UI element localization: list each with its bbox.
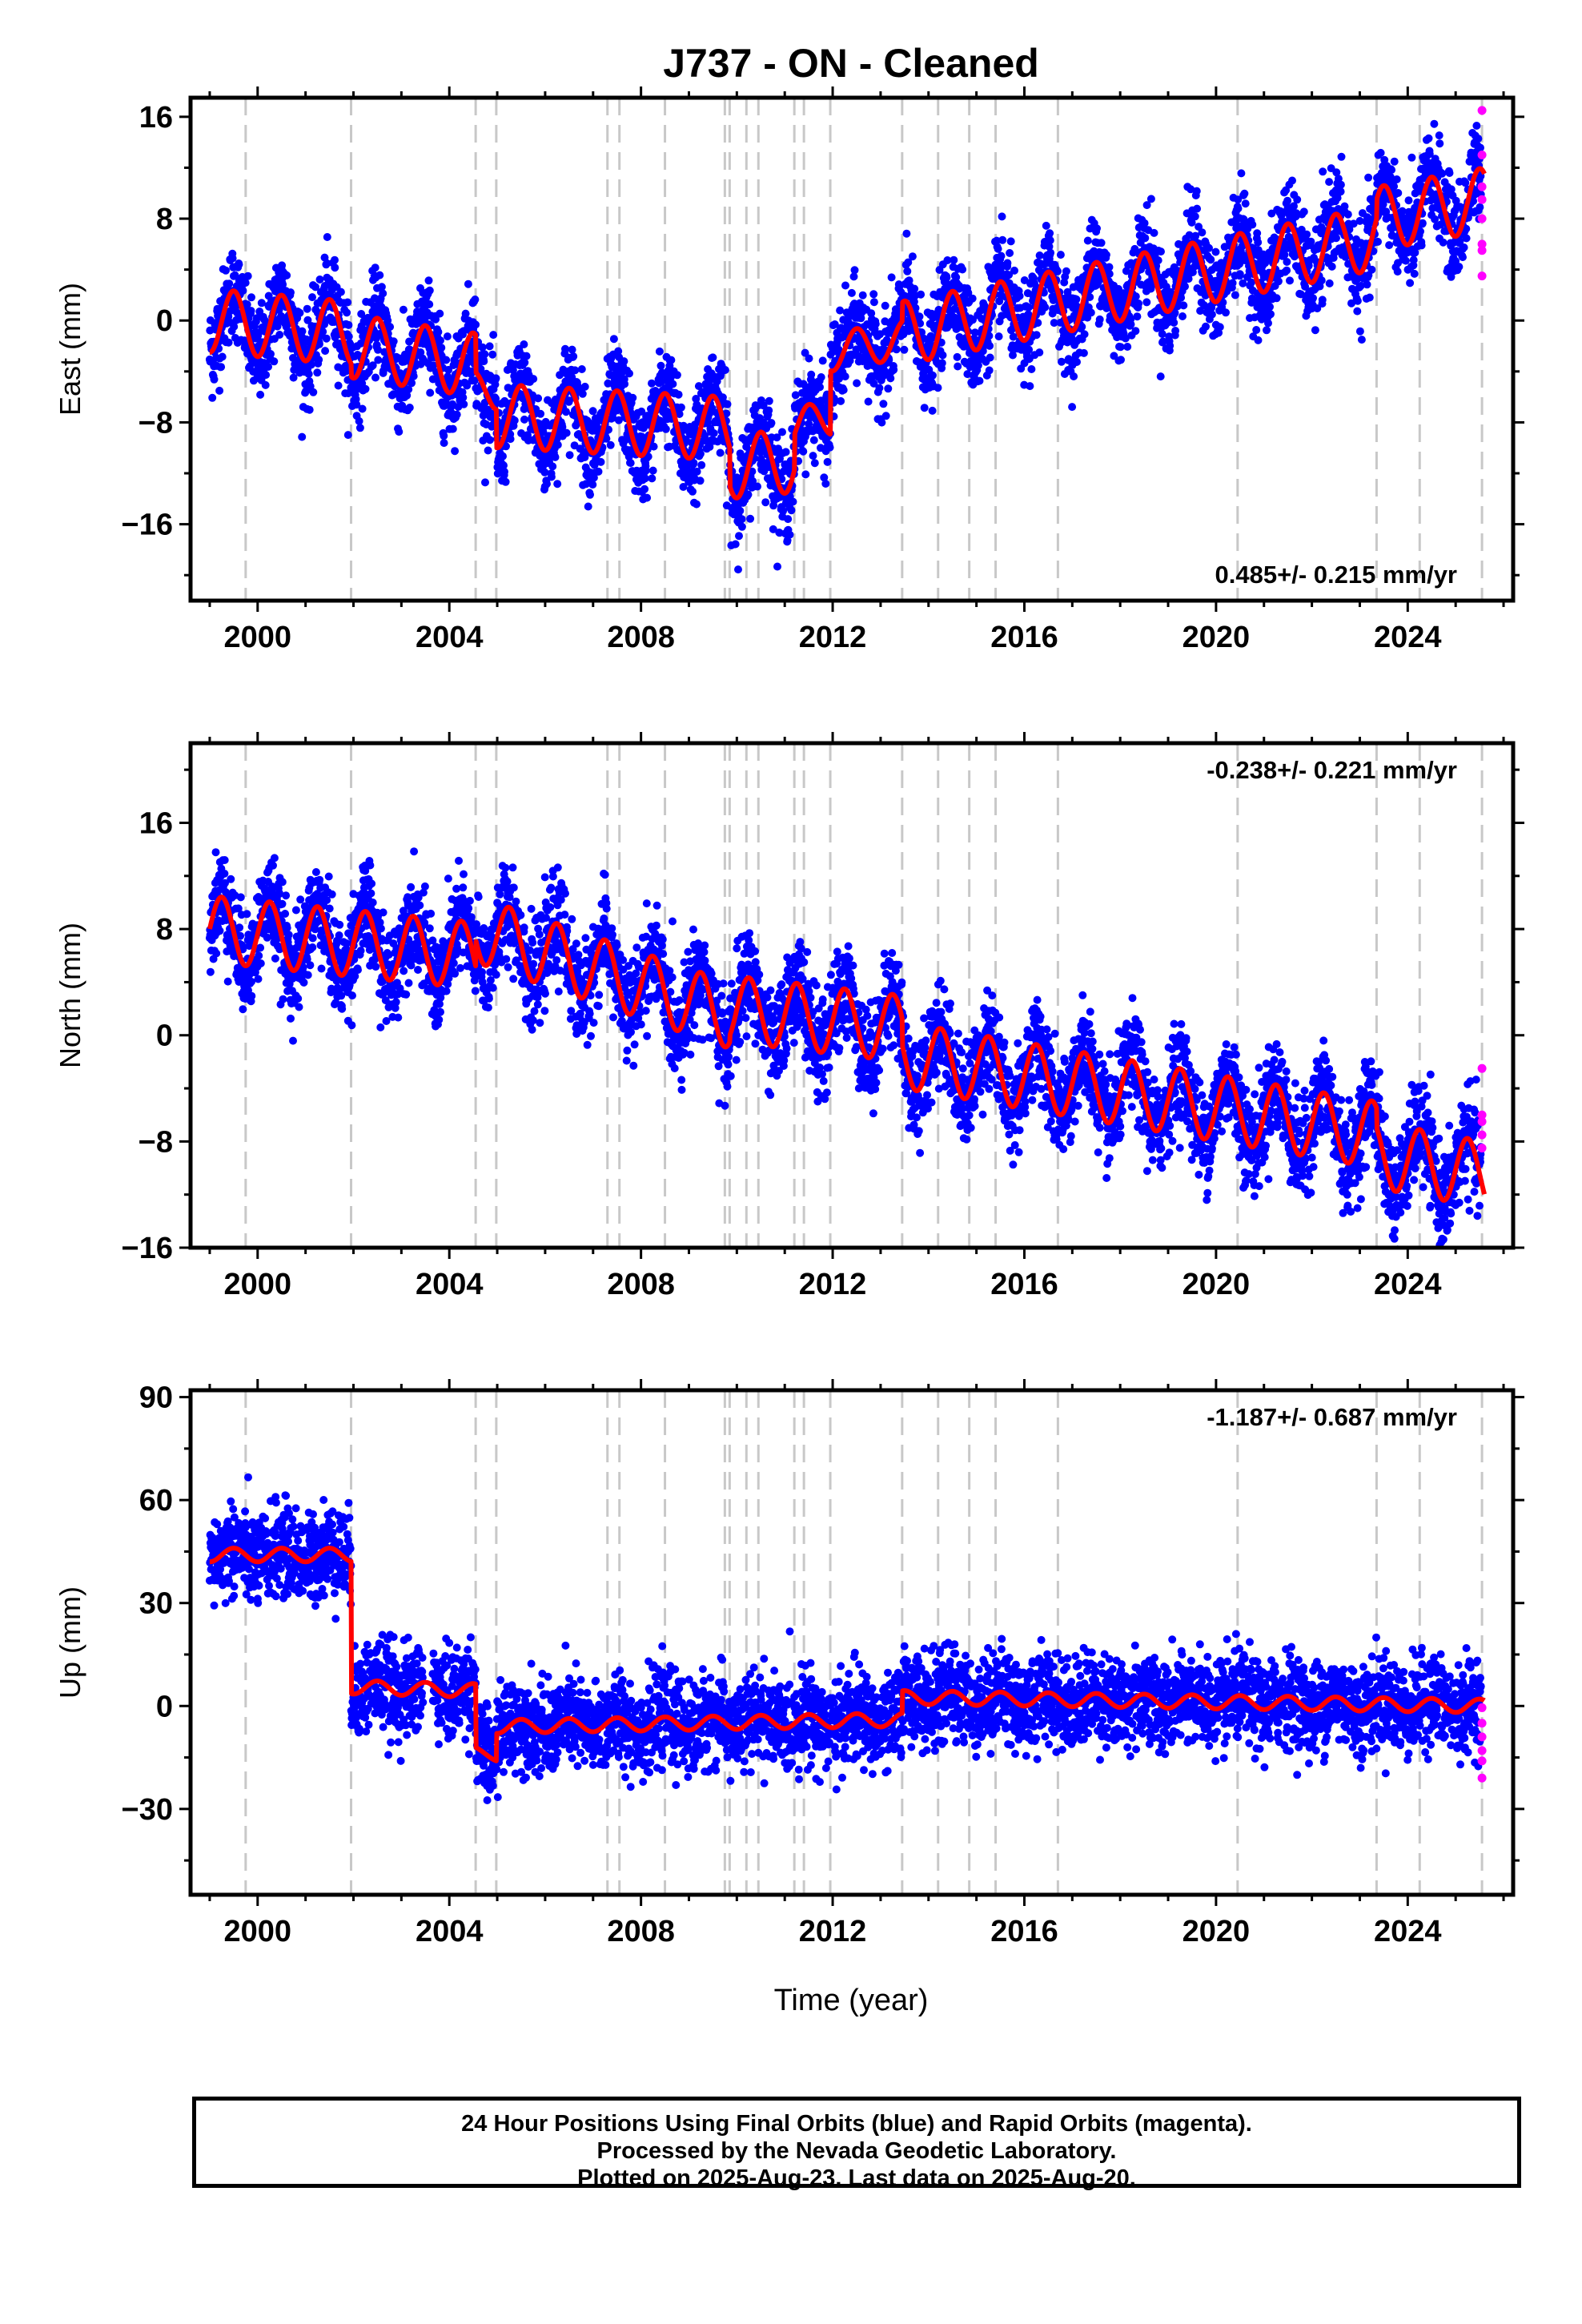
y-axis: −30 0 30 60 90 (122, 1381, 1524, 1862)
rapid-orbit-point (1477, 1144, 1487, 1153)
rapid-orbit-points (1477, 106, 1487, 281)
rapid-orbit-point (1477, 214, 1487, 223)
model-curve (207, 1546, 1487, 1763)
footer-line-2: Processed by the Nevada Geodetic Laborat… (596, 2138, 1117, 2164)
panel-east: 2000 2004 2008 2012 2016 2020 2024 −16 −8 0 8 16 Eas… (54, 86, 1524, 654)
event-lines (244, 1390, 1484, 1895)
panel-north: 2000 2004 2008 2012 2016 2020 2024 −16 −8 0 8 16 Nor… (54, 732, 1524, 1301)
rapid-orbit-points (1477, 1703, 1487, 1783)
footer-caption: 24 Hour Positions Using Final Orbits (bl… (192, 2097, 1521, 2191)
plot-frame (188, 1388, 1516, 1897)
rapid-orbit-point (1477, 1130, 1487, 1140)
x-tick-label: 2008 (607, 1915, 675, 1948)
rapid-orbit-point (1477, 182, 1487, 191)
y-tick-label: 60 (139, 1484, 173, 1518)
panel-up: 2000 2004 2008 2012 2016 2020 2024 −30 0 30 60 90 Up… (54, 1379, 1524, 1948)
x-tick-label: 2000 (224, 1915, 292, 1948)
rapid-orbit-point (1477, 1773, 1487, 1783)
model-curve (207, 166, 1487, 501)
x-axis-label: Time (year) (774, 1984, 929, 2017)
rapid-orbit-point (1477, 1110, 1487, 1120)
x-tick-label: 2024 (1374, 1268, 1442, 1301)
y-axis: −16 −8 0 8 16 (122, 101, 1524, 577)
y-tick-label: 0 (156, 1690, 173, 1723)
rate-annotation: -1.187+/- 0.687 mm/yr (1207, 1403, 1457, 1431)
x-tick-label: 2012 (799, 1915, 867, 1948)
x-tick-label: 2024 (1374, 1915, 1442, 1948)
rapid-orbit-point (1477, 1732, 1487, 1742)
x-axis: 2000 2004 2008 2012 2016 2020 2024 (208, 86, 1505, 654)
rapid-orbit-point (1477, 1063, 1487, 1073)
x-tick-label: 2004 (416, 1915, 484, 1948)
rapid-orbit-point (1477, 1746, 1487, 1755)
y-tick-label: 90 (139, 1381, 173, 1415)
model-line (207, 166, 1487, 501)
x-tick-label: 2016 (990, 1268, 1058, 1301)
y-axis-label: North (mm) (54, 923, 86, 1068)
y-tick-label: −8 (139, 406, 173, 440)
chart-title: J737 - ON - Cleaned (663, 41, 1039, 86)
y-axis: −16 −8 0 8 16 (122, 768, 1524, 1265)
rapid-orbit-point (1477, 271, 1487, 281)
x-tick-label: 2016 (990, 1915, 1058, 1948)
rate-annotation: 0.485+/- 0.215 mm/yr (1215, 561, 1457, 589)
x-tick-label: 2024 (1374, 621, 1442, 654)
plot-frame (188, 95, 1516, 603)
final-orbit-points (205, 1473, 1485, 1804)
x-tick-label: 2012 (799, 1268, 867, 1301)
y-tick-label: 8 (156, 913, 173, 947)
rapid-orbit-point (1477, 246, 1487, 255)
y-tick-label: 0 (156, 1019, 173, 1053)
x-tick-label: 2008 (607, 1268, 675, 1301)
x-tick-label: 2000 (224, 1268, 292, 1301)
y-tick-label: −16 (122, 1232, 173, 1265)
x-axis: 2000 2004 2008 2012 2016 2020 2024 (208, 732, 1505, 1301)
y-axis-label: Up (mm) (54, 1586, 86, 1699)
final-orbit-dots (205, 847, 1485, 1248)
rate-annotation: -0.238+/- 0.221 mm/yr (1207, 756, 1457, 784)
footer-line-1: 24 Hour Positions Using Final Orbits (bl… (461, 2111, 1252, 2137)
rapid-orbit-point (1477, 1756, 1487, 1766)
footer-line-3: Plotted on 2025-Aug-23. Last data on 202… (577, 2165, 1136, 2191)
x-tick-label: 2000 (224, 621, 292, 654)
rapid-orbit-points (1477, 1063, 1487, 1153)
y-tick-label: −16 (122, 509, 173, 542)
rapid-orbit-point (1477, 106, 1487, 115)
x-axis: 2000 2004 2008 2012 2016 2020 2024 (208, 1379, 1505, 1948)
rapid-orbit-point (1477, 195, 1487, 204)
y-tick-label: 16 (139, 806, 173, 840)
y-axis-label: East (mm) (54, 283, 86, 416)
y-tick-label: −8 (139, 1125, 173, 1159)
model-line (207, 1546, 1487, 1763)
plot-frame (188, 741, 1516, 1250)
x-tick-label: 2012 (799, 621, 867, 654)
rapid-orbit-point (1477, 239, 1487, 249)
rapid-orbit-point (1477, 1719, 1487, 1728)
x-tick-label: 2016 (990, 621, 1058, 654)
y-tick-label: 8 (156, 203, 173, 236)
y-tick-label: 16 (139, 101, 173, 135)
model-curve (207, 895, 1488, 1203)
y-tick-label: 30 (139, 1587, 173, 1621)
x-tick-label: 2020 (1182, 1915, 1251, 1948)
final-orbit-dots (205, 1473, 1485, 1804)
x-tick-label: 2004 (416, 621, 484, 654)
y-tick-label: 0 (156, 304, 173, 338)
rapid-orbit-point (1477, 151, 1487, 160)
rapid-orbit-point (1477, 1703, 1487, 1712)
x-tick-label: 2020 (1182, 1268, 1251, 1301)
final-orbit-points (205, 847, 1485, 1248)
rapid-orbit-point (1477, 1117, 1487, 1126)
model-line (207, 895, 1488, 1203)
x-tick-label: 2004 (416, 1268, 484, 1301)
y-tick-label: −30 (122, 1793, 173, 1827)
x-tick-label: 2020 (1182, 621, 1251, 654)
x-tick-label: 2008 (607, 621, 675, 654)
